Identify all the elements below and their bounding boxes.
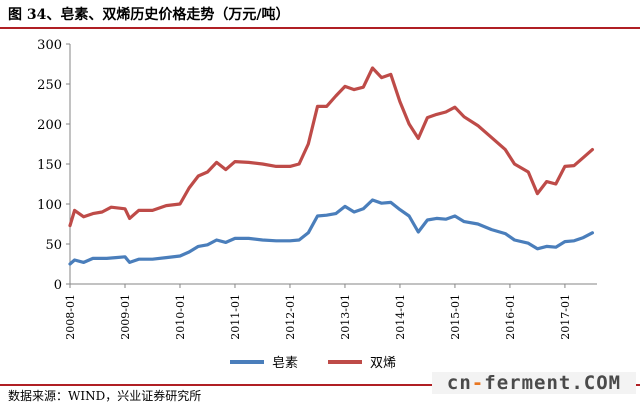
top-rule [0, 27, 640, 29]
legend-swatch-red [328, 359, 363, 364]
x-tick-label: 2008-01 [64, 294, 77, 340]
x-tick-label: 2010-01 [174, 294, 187, 340]
series-line-red [68, 66, 594, 228]
watermark-part2: ferment.COM [484, 372, 622, 394]
legend: 皂素 双烯 [230, 352, 396, 371]
series-group [68, 66, 594, 266]
x-tick-label: 2017-01 [559, 294, 572, 340]
x-tick-label: 2014-01 [394, 294, 407, 340]
watermark-dash: - [471, 372, 485, 394]
x-tick-label: 2015-01 [449, 294, 462, 340]
x-tick-label: 2013-01 [339, 294, 352, 340]
legend-swatch-blue [230, 359, 264, 364]
watermark-part1: cn [446, 372, 472, 394]
watermark-logo: cn - ferment.COM [432, 372, 636, 394]
y-tick-label: 300 [37, 38, 62, 53]
legend-item-blue: 皂素 [230, 352, 298, 371]
legend-item-red: 双烯 [328, 352, 396, 371]
chart-title: 图 34、皂素、双烯历史价格走势（万元/吨） [8, 7, 290, 23]
legend-label-red: 双烯 [370, 356, 397, 371]
y-tick-label: 150 [37, 158, 62, 173]
series-line-blue [68, 198, 594, 266]
y-tick-label: 0 [54, 278, 62, 293]
x-tick-label: 2009-01 [119, 294, 132, 340]
x-tick-label: 2012-01 [284, 294, 297, 340]
y-tick-label: 250 [37, 78, 62, 93]
tick-labels: 0 50 100 150 200 250 300 2008-01 2009-01 2010-01 2… [37, 38, 572, 340]
y-tick-label: 50 [45, 238, 62, 253]
bottom-rule [0, 384, 640, 386]
y-tick-label: 200 [37, 118, 62, 133]
y-tick-label: 100 [37, 198, 62, 213]
axes [66, 43, 597, 288]
x-tick-label: 2011-01 [229, 294, 242, 340]
x-tick-label: 2016-01 [504, 294, 517, 340]
legend-label-blue: 皂素 [272, 356, 299, 371]
source-note: 数据来源：WIND，兴业证券研究所 [8, 389, 202, 403]
